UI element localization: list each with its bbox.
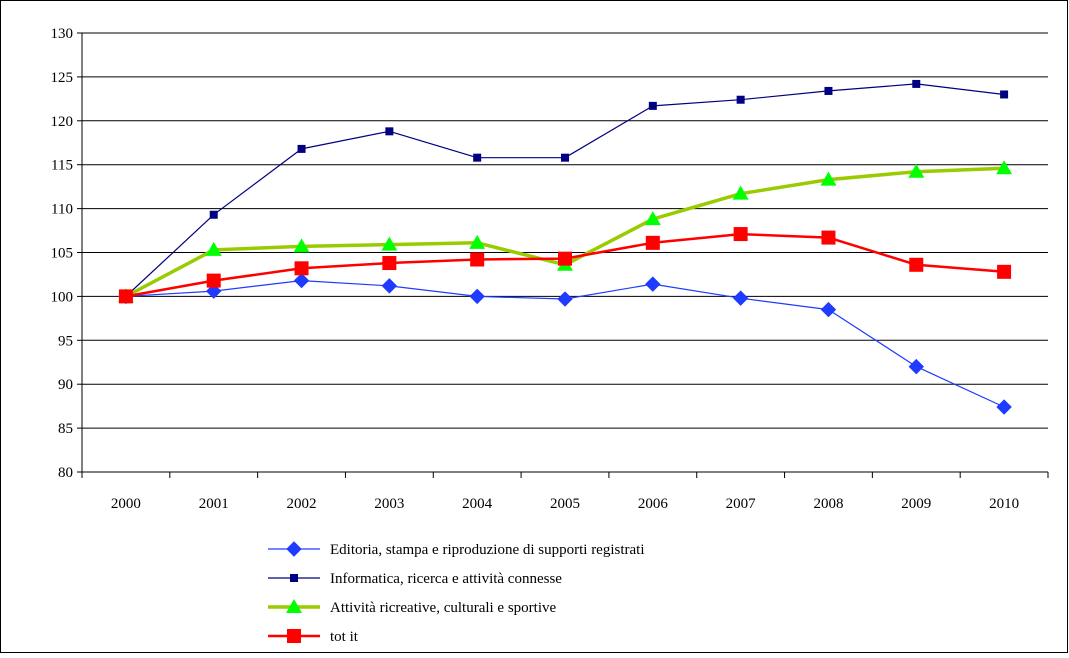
data-point: [382, 256, 397, 271]
x-tick-labels: 2000 2001 2002 2003 2004 2005 2006 2007 2008 2009…: [111, 496, 1019, 512]
legend-item: Editoria, stampa e riproduzione di suppo…: [268, 541, 645, 558]
data-point: [732, 290, 749, 306]
y-tick-label: 100: [51, 289, 74, 305]
legend-label: Attività ricreative, culturali e sportiv…: [330, 600, 557, 616]
y-tick-label: 85: [58, 421, 73, 437]
y-tick-label: 95: [58, 333, 73, 349]
legend-swatch-marker: [286, 599, 302, 613]
data-point: [821, 230, 836, 245]
y-tick-label: 115: [51, 158, 73, 174]
data-point: [645, 235, 660, 250]
data-point: [912, 79, 921, 88]
legend-item: Attività ricreative, culturali e sportiv…: [268, 599, 557, 616]
x-tick-label: 2000: [111, 496, 141, 512]
data-point: [558, 251, 572, 266]
data-point: [736, 95, 745, 104]
data-point: [381, 278, 398, 294]
y-tick-labels: 80 85 90 95 100 105 110 115 120 125 130: [51, 26, 74, 481]
data-point: [561, 153, 569, 162]
data-point: [470, 252, 485, 267]
data-point: [909, 257, 924, 272]
data-point: [118, 289, 133, 304]
data-point: [908, 358, 924, 375]
y-tick-label: 105: [51, 246, 74, 262]
data-point: [996, 399, 1012, 415]
y-tick-label: 130: [51, 26, 74, 42]
legend-label: tot it: [330, 629, 359, 645]
y-tick-label: 110: [51, 202, 73, 218]
data-point: [824, 86, 833, 95]
y-tick-label: 90: [58, 377, 73, 393]
data-point: [206, 273, 221, 288]
legend-item: tot it: [268, 629, 359, 645]
data-point: [1000, 90, 1009, 99]
data-point: [469, 234, 486, 249]
data-point: [820, 171, 837, 186]
y-tick-label: 80: [58, 465, 73, 481]
x-tick-label: 2005: [550, 496, 580, 512]
legend-label: Editoria, stampa e riproduzione di suppo…: [330, 542, 645, 558]
data-point: [206, 283, 222, 299]
data-point: [205, 241, 222, 256]
data-point: [732, 185, 749, 200]
data-point: [209, 210, 218, 219]
x-tick-label: 2001: [199, 496, 229, 512]
x-tick-label: 2006: [638, 496, 669, 512]
data-point: [385, 127, 394, 136]
data-point: [908, 163, 925, 178]
data-point: [645, 276, 661, 292]
y-tick-label: 120: [51, 114, 74, 130]
data-point: [648, 101, 657, 110]
x-tick-label: 2003: [374, 496, 404, 512]
x-tick-label: 2002: [287, 496, 317, 512]
legend-item: Informatica, ricerca e attività connesse: [268, 571, 562, 587]
data-point: [293, 272, 310, 289]
x-tick-label: 2007: [726, 496, 757, 512]
data-point: [293, 238, 310, 253]
legend-swatch-marker: [290, 574, 298, 582]
data-point: [997, 264, 1012, 279]
data-point: [733, 227, 748, 242]
legend-label: Informatica, ricerca e attività connesse: [330, 571, 562, 587]
data-point: [820, 301, 837, 318]
data-point: [473, 153, 482, 162]
data-point: [381, 236, 398, 251]
x-tick-label: 2008: [813, 496, 843, 512]
x-tick-label: 2010: [989, 496, 1019, 512]
legend-swatch-marker: [287, 629, 301, 643]
x-tick-label: 2009: [901, 496, 931, 512]
y-tick-label: 125: [51, 70, 74, 86]
series-4: [118, 227, 1012, 304]
series: [117, 79, 1013, 415]
data-point: [996, 160, 1013, 175]
legend-swatch-marker: [286, 541, 302, 557]
axes: [77, 32, 1049, 478]
data-point: [557, 291, 573, 307]
x-tick-label: 2004: [462, 496, 493, 512]
legend: Editoria, stampa e riproduzione di suppo…: [268, 541, 645, 645]
series-1: [118, 272, 1012, 415]
data-point: [294, 261, 309, 276]
data-point: [297, 144, 306, 153]
data-point: [469, 288, 485, 305]
data-point: [644, 211, 661, 226]
